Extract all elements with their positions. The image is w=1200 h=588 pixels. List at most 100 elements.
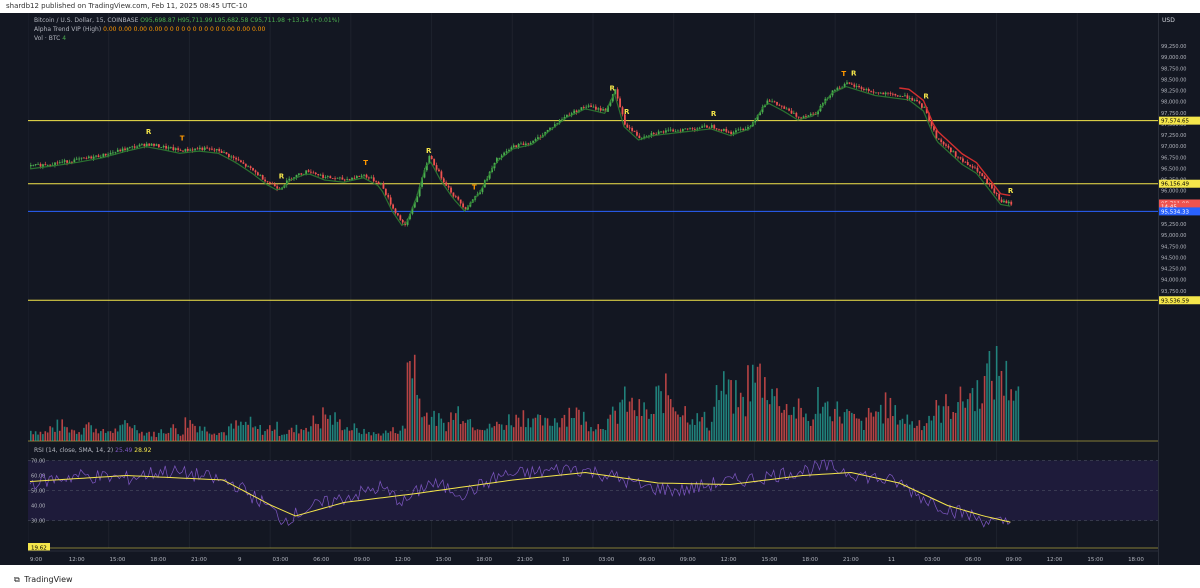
price-tick-label: 97,250.00 <box>1161 133 1186 139</box>
candle-body <box>870 91 873 92</box>
volume-bar <box>339 419 341 441</box>
candle-body <box>112 152 114 154</box>
price-axis-svg[interactable]: USD 99,250.00 99,000.00 98,750.00 98,500.00 9… <box>1159 13 1200 565</box>
candle-body <box>109 152 112 155</box>
candle-body <box>271 183 274 185</box>
signal-label: T <box>472 184 477 192</box>
volume-bar <box>863 429 865 441</box>
candle-body <box>365 174 368 178</box>
volume-bar <box>102 428 105 441</box>
volume-bar <box>947 406 950 441</box>
volume-bar <box>616 423 619 441</box>
candle-body <box>727 131 730 133</box>
volume-bar <box>240 421 242 441</box>
volume-bar <box>978 408 981 441</box>
price-tick-label: 98,750.00 <box>1161 66 1186 72</box>
price-tick-label: 93,750.00 <box>1161 289 1186 295</box>
volume-bar <box>706 427 708 441</box>
volume-bar <box>964 407 967 441</box>
volume-bar <box>363 428 365 441</box>
candle-body <box>860 87 863 89</box>
rsi-tick-label: 30.00 <box>31 519 45 525</box>
price-tick-label: 94,250.00 <box>1161 267 1186 273</box>
time-tick-label: 11 <box>888 557 895 563</box>
candle-body <box>92 156 95 159</box>
candle-body <box>457 196 460 200</box>
volume-bar <box>85 424 88 441</box>
volume-bar <box>71 429 73 441</box>
candle-body <box>773 101 776 103</box>
candle-body <box>723 128 725 131</box>
volume-bar <box>937 405 940 441</box>
candle-body <box>68 161 71 163</box>
candle-body <box>640 137 643 139</box>
candle-body <box>314 172 317 175</box>
candle-body <box>266 181 269 183</box>
volume-bar <box>865 417 868 441</box>
volume-bar <box>68 432 71 441</box>
volume-bar <box>39 431 42 441</box>
volume-bar <box>911 421 913 441</box>
price-axis[interactable]: USD 99,250.00 99,000.00 98,750.00 98,500.00 9… <box>1158 13 1200 565</box>
candle-body <box>177 148 180 150</box>
volume-bar <box>812 419 814 441</box>
candle-body <box>713 125 716 129</box>
candle-body <box>865 89 868 90</box>
candle-body <box>305 170 308 174</box>
candle-body <box>889 92 892 94</box>
chart-area[interactable]: 70.00 60.00 50.00 40.00 30.00 19.62 R T R T R T R R R T… <box>27 13 1158 565</box>
volume-bar <box>199 426 201 441</box>
volume-bar <box>116 431 119 441</box>
candle-body <box>609 101 612 106</box>
volume-bar <box>896 424 899 441</box>
candle-body <box>500 155 503 158</box>
candle-body <box>63 160 66 162</box>
candle-body <box>962 158 964 162</box>
volume-bar <box>824 402 827 441</box>
volume-bar <box>995 346 998 441</box>
candle-body <box>298 173 300 175</box>
volume-bar <box>843 412 846 441</box>
candle-body <box>310 171 312 173</box>
candle-body <box>884 92 887 95</box>
volume-bar <box>556 422 558 441</box>
volume-bar <box>341 430 344 441</box>
volume-bar <box>348 430 351 441</box>
candle-body <box>157 144 160 148</box>
candle-body <box>532 140 535 143</box>
candle-body <box>785 108 788 110</box>
candle-body <box>978 171 981 174</box>
candle-body <box>445 182 448 186</box>
candle-body <box>218 149 221 152</box>
volume-bar <box>906 414 909 441</box>
candle-body <box>401 219 404 223</box>
candle-body <box>75 158 78 160</box>
volume-bar <box>819 413 822 441</box>
candle-body <box>148 143 151 146</box>
price-badge <box>1159 207 1200 216</box>
volume-bar <box>450 412 452 441</box>
volume-bar <box>628 401 631 441</box>
volume-bar <box>95 428 97 441</box>
candle-body <box>998 194 1001 200</box>
volume-bar <box>112 432 114 441</box>
volume-bar <box>153 431 155 441</box>
volume-bar <box>34 431 37 441</box>
volume-bar <box>949 418 952 441</box>
candle-body <box>479 192 481 195</box>
volume-bar <box>846 409 848 441</box>
volume-bar <box>37 434 39 441</box>
volume-bar <box>372 432 375 441</box>
candle-body <box>167 147 170 149</box>
volume-bar <box>129 426 131 441</box>
candle-body <box>636 131 638 136</box>
price-tick-label: 99,250.00 <box>1161 44 1186 50</box>
volume-bar <box>802 417 805 441</box>
volume-bar <box>63 426 66 441</box>
volume-bar <box>585 421 587 441</box>
candle-body <box>587 105 590 107</box>
volume-bar <box>889 397 892 441</box>
candle-body <box>515 145 518 148</box>
candle-body <box>949 147 952 153</box>
